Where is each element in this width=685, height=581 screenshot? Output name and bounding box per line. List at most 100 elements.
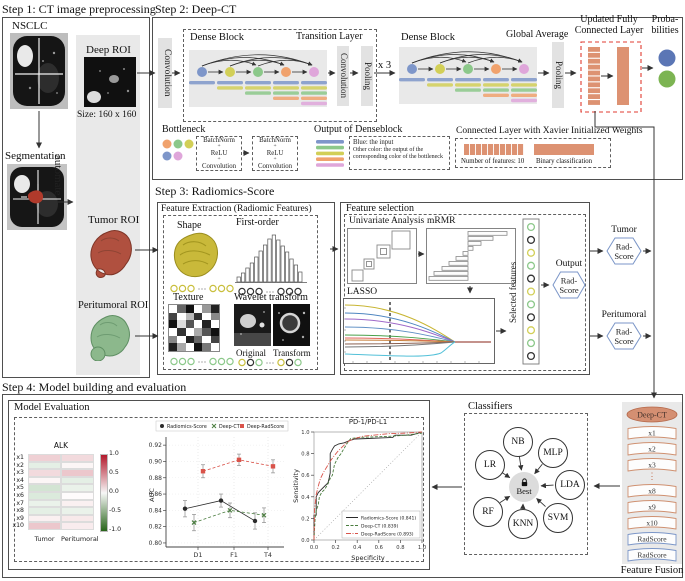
model-evaluation-box <box>8 400 430 570</box>
dense-output-legend-box: Blue: the input Other color: the output … <box>349 136 450 170</box>
heatmap-column-label: Tumor <box>34 535 55 543</box>
svg-text:0.2: 0.2 <box>331 545 339 551</box>
feature-extraction-title: Feature Extraction (Radiomic Features) <box>161 204 312 214</box>
svg-text:Score: Score <box>614 251 634 261</box>
step4-title: Step 4: Model building and evaluation <box>2 380 187 394</box>
heatmap-row-labels: x1 x2 x3 x4 x5 x6 x7 x8 x9 x10 <box>2 454 26 532</box>
svg-text:0.4: 0.4 <box>301 495 310 501</box>
heatmap-row-label: x5 <box>16 484 24 492</box>
fusion-band-radscore: RadScore <box>627 532 677 546</box>
classifier-circle-nb: NB <box>503 427 533 457</box>
bottleneck-legend-title: Bottleneck <box>162 124 206 135</box>
fusion-band-x10: x10 <box>627 516 677 530</box>
svg-text:x8: x8 <box>648 487 656 496</box>
heatmap-cell <box>61 507 94 515</box>
heatmap-cell <box>28 492 61 500</box>
dense-block-label: Dense Block <box>190 32 244 43</box>
convolution-layer: Convolution <box>158 38 172 108</box>
lasso-plot <box>343 298 495 364</box>
first-order-label: First-order <box>236 217 279 228</box>
classifiers-title: Classifiers <box>468 401 513 412</box>
heatmap-cell <box>61 522 94 530</box>
heatmap-cell <box>61 461 94 470</box>
heatmap-cell <box>61 514 94 523</box>
feature-selection-dashed-box <box>344 214 586 371</box>
original-label: Original <box>236 348 266 358</box>
dense-block1-diagram <box>189 54 327 106</box>
svg-text:⋯: ⋯ <box>198 284 207 294</box>
selected-features-label: Selected features <box>508 261 518 324</box>
nsclc-ct-image <box>10 33 68 109</box>
heatmap-cell <box>28 469 61 477</box>
feature-selection-box <box>340 202 590 375</box>
peritumoral-radscore-label: Peritumoral <box>601 310 647 320</box>
texture-feature-image <box>168 304 220 352</box>
svg-text:F1: F1 <box>230 551 238 559</box>
heatmap-cell <box>28 514 61 523</box>
heatmap-cell <box>28 476 61 485</box>
bottleneck-box-1: BatchNorm + ReLU + Convolution <box>196 136 242 171</box>
fusion-band-x2: x2 <box>627 442 677 456</box>
heatmap-column-labels: Tumor Peritumoral <box>28 535 98 545</box>
heatmap-row-label: x9 <box>16 514 24 522</box>
shape-feature-image <box>173 232 218 278</box>
classifier-circle-svm: SVM <box>543 503 573 533</box>
fusion-ellipsis: ⋮ <box>647 471 657 481</box>
heatmap-colorbar-ticks: 1.0 0.5 0.0 -0.5 -1.0 <box>109 450 133 534</box>
wavelet-transform-image <box>273 304 310 346</box>
svg-text:Deep-CT (0.839): Deep-CT (0.839) <box>361 523 398 529</box>
tumor-radscore-label: Tumor <box>611 225 637 235</box>
heatmap-cell <box>28 461 61 470</box>
heatmap-cell <box>61 484 94 492</box>
step2-title: Step 2: Deep-CT <box>155 2 237 16</box>
svg-text:1.0: 1.0 <box>301 430 309 436</box>
heatmap-cell <box>28 484 61 492</box>
step4-box <box>2 394 683 578</box>
classifier-circle-lr: LR <box>475 450 505 480</box>
deep-ct-ellipse: Deep-CT <box>626 406 678 423</box>
svg-text:Rad-: Rad- <box>616 242 633 252</box>
output-radscore-hexagon: Rad-Score <box>552 271 586 299</box>
texture-label: Texture <box>173 292 204 303</box>
svg-text:x3: x3 <box>648 461 656 470</box>
best-classifier-circle: Best <box>509 472 539 502</box>
peritumoral-roi-image <box>90 315 130 361</box>
svg-text:0.2: 0.2 <box>301 516 309 522</box>
svg-text:0.6: 0.6 <box>375 545 383 551</box>
wavelet-original-image <box>234 304 271 346</box>
svg-text:T4: T4 <box>263 551 272 559</box>
svg-text:Radiomics-Score: Radiomics-Score <box>167 424 207 430</box>
svg-text:Deep-CT: Deep-CT <box>219 424 240 430</box>
auc-errorbar-chart: 0.92 0.90 0.88 0.86 0.84 0.82 0.80 D1 F1 T4 AUC Rad… <box>148 420 289 559</box>
svg-text:RadScore: RadScore <box>637 535 667 544</box>
output-label: Output <box>555 259 583 269</box>
classifier-circle-knn: KNN <box>508 509 538 539</box>
lasso-label: LASSO <box>347 287 378 297</box>
colorbar-tick-label: 0.5 <box>109 469 119 476</box>
svg-text:Specificity: Specificity <box>351 554 385 562</box>
heatmap-cell <box>28 454 61 462</box>
heatmap-cell <box>61 469 94 477</box>
heatmap-row-label: x3 <box>16 469 24 477</box>
classifier-circle-mlp: MLP <box>538 438 568 468</box>
deep-roi-image <box>84 57 136 107</box>
svg-text:0.8: 0.8 <box>396 545 404 551</box>
feature-fusion-panel: Deep-CT x1 x2 x3 ⋮ x8 x9 x10 RadScore RadScore <box>622 402 682 564</box>
heatmap-cell <box>28 522 61 530</box>
automate-label: automate <box>52 154 64 196</box>
heatmap-cell <box>61 492 94 500</box>
heatmap-grid <box>28 454 94 530</box>
heatmap-row-label: x8 <box>16 507 24 515</box>
segmentation-label: Segmentation <box>5 150 66 162</box>
svg-text:Rad-: Rad- <box>561 276 578 286</box>
feature-extraction-box <box>157 202 335 375</box>
xavier-legend-title: Connected Layer with Xavier Initialized … <box>456 126 643 136</box>
svg-text:1.0: 1.0 <box>418 545 426 551</box>
dense-output-color-bars <box>316 140 344 167</box>
svg-text:AUC: AUC <box>148 488 156 502</box>
svg-text:Deep-RadScore: Deep-RadScore <box>247 424 284 430</box>
xavier-weight-bars <box>464 144 594 155</box>
model-evaluation-title: Model Evaluation <box>14 402 90 413</box>
selected-features-column <box>522 218 540 365</box>
